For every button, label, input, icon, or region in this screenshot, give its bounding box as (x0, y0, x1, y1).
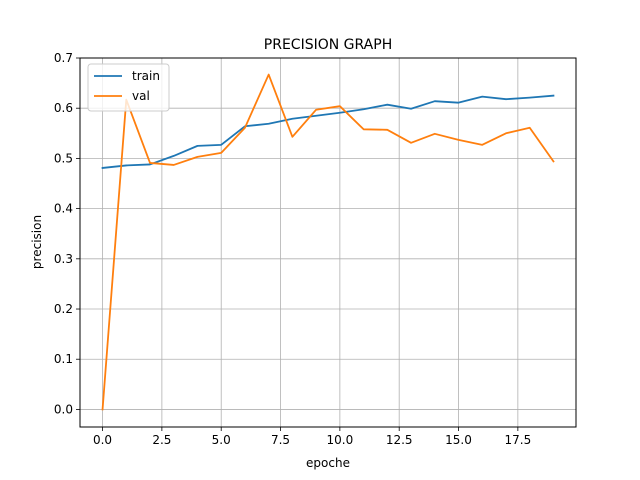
x-tick-label: 17.5 (504, 433, 531, 447)
x-tick-label: 2.5 (152, 433, 171, 447)
legend: train val (87, 63, 170, 112)
y-tick-label: 0.7 (54, 51, 73, 65)
series-line-val (101, 73, 555, 411)
y-tick-label: 0.0 (54, 402, 73, 416)
y-tick-label: 0.5 (54, 151, 73, 165)
chart-title: PRECISION GRAPH (264, 37, 392, 53)
y-axis-label: precision (30, 215, 44, 269)
x-tick-label: 12.5 (386, 433, 413, 447)
x-tick-label: 0.0 (93, 433, 112, 447)
legend-label-val: val (132, 89, 150, 103)
y-tick-label: 0.3 (54, 252, 73, 266)
x-tick-label: 5.0 (212, 433, 231, 447)
series-line-train (101, 94, 555, 169)
x-axis-label: epoche (306, 456, 350, 470)
x-tick-label: 10.0 (327, 433, 354, 447)
legend-label-train: train (132, 69, 160, 83)
y-axis-ticks: 0.0 0.1 0.2 0.3 0.4 0.5 0.6 0.7 (54, 51, 80, 416)
series-lines (101, 73, 555, 411)
plot-area-frame (79, 57, 577, 428)
x-tick-label: 15.0 (445, 433, 472, 447)
y-tick-label: 0.6 (54, 101, 73, 115)
x-axis-ticks: 0.0 2.5 5.0 7.5 10.0 12.5 15.0 17.5 (93, 427, 531, 447)
y-tick-label: 0.2 (54, 302, 73, 316)
x-tick-label: 7.5 (271, 433, 290, 447)
y-tick-label: 0.1 (54, 352, 73, 366)
y-tick-label: 0.4 (54, 202, 73, 216)
